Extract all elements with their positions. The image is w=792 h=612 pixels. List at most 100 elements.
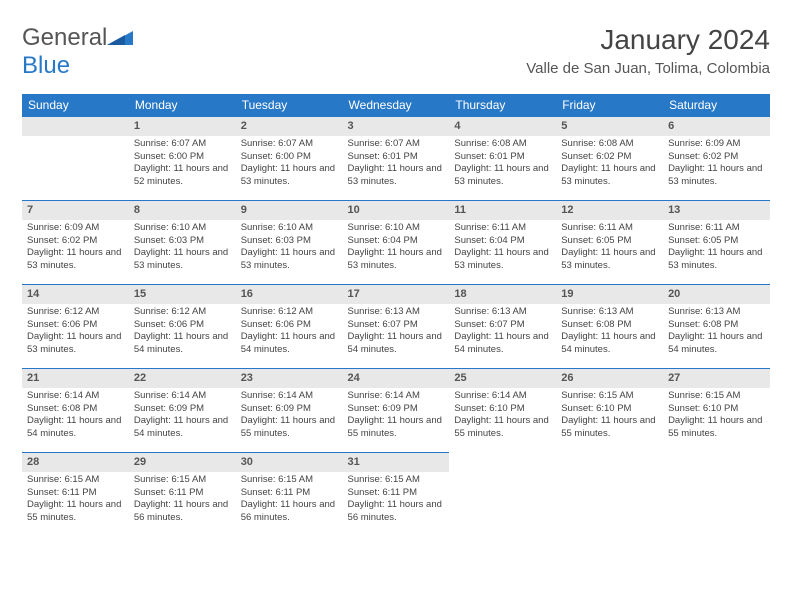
day-details: Sunrise: 6:10 AMSunset: 6:04 PMDaylight:…	[343, 220, 450, 277]
daylight-line: Daylight: 11 hours and 53 minutes.	[241, 163, 338, 189]
day-details: Sunrise: 6:14 AMSunset: 6:08 PMDaylight:…	[22, 388, 129, 445]
daylight-line: Daylight: 11 hours and 52 minutes.	[134, 163, 231, 189]
sunset-line: Sunset: 6:09 PM	[348, 403, 445, 416]
sunrise-line: Sunrise: 6:15 AM	[27, 474, 124, 487]
daylight-line: Daylight: 11 hours and 54 minutes.	[27, 415, 124, 441]
daylight-line: Daylight: 11 hours and 53 minutes.	[668, 247, 765, 273]
calendar-cell: 2 Sunrise: 6:07 AMSunset: 6:00 PMDaylight…	[236, 116, 343, 200]
day-number: 26	[556, 368, 663, 388]
sunset-line: Sunset: 6:08 PM	[561, 319, 658, 332]
sunset-line: Sunset: 6:10 PM	[668, 403, 765, 416]
sunrise-line: Sunrise: 6:14 AM	[241, 390, 338, 403]
daylight-line: Daylight: 11 hours and 53 minutes.	[454, 163, 551, 189]
weekday-header: Saturday	[663, 94, 770, 116]
sunset-line: Sunset: 6:03 PM	[134, 235, 231, 248]
month-title: January 2024	[526, 24, 770, 56]
weekday-row: SundayMondayTuesdayWednesdayThursdayFrid…	[22, 94, 770, 116]
daylight-line: Daylight: 11 hours and 53 minutes.	[561, 163, 658, 189]
weekday-header: Tuesday	[236, 94, 343, 116]
sunrise-line: Sunrise: 6:11 AM	[561, 222, 658, 235]
day-number: 4	[449, 116, 556, 136]
calendar-head: SundayMondayTuesdayWednesdayThursdayFrid…	[22, 94, 770, 116]
day-number: 1	[129, 116, 236, 136]
daylight-line: Daylight: 11 hours and 54 minutes.	[454, 331, 551, 357]
daylight-line: Daylight: 11 hours and 53 minutes.	[454, 247, 551, 273]
sunrise-line: Sunrise: 6:14 AM	[454, 390, 551, 403]
day-number: 15	[129, 284, 236, 304]
sunrise-line: Sunrise: 6:08 AM	[561, 138, 658, 151]
calendar-cell: 19Sunrise: 6:13 AMSunset: 6:08 PMDayligh…	[556, 284, 663, 368]
day-details: Sunrise: 6:15 AMSunset: 6:10 PMDaylight:…	[556, 388, 663, 445]
day-details: Sunrise: 6:09 AMSunset: 6:02 PMDaylight:…	[22, 220, 129, 277]
sunset-line: Sunset: 6:10 PM	[561, 403, 658, 416]
day-details: Sunrise: 6:15 AMSunset: 6:11 PMDaylight:…	[129, 472, 236, 529]
calendar-cell: 5Sunrise: 6:08 AMSunset: 6:02 PMDaylight…	[556, 116, 663, 200]
calendar-cell	[663, 452, 770, 536]
sunset-line: Sunset: 6:02 PM	[27, 235, 124, 248]
brand-part1: General	[22, 24, 107, 51]
calendar-cell: 12Sunrise: 6:11 AMSunset: 6:05 PMDayligh…	[556, 200, 663, 284]
daylight-line: Daylight: 11 hours and 55 minutes.	[561, 415, 658, 441]
sunset-line: Sunset: 6:08 PM	[27, 403, 124, 416]
sunrise-line: Sunrise: 6:13 AM	[561, 306, 658, 319]
daylight-line: Daylight: 11 hours and 53 minutes.	[27, 247, 124, 273]
calendar-cell: 1Sunrise: 6:07 AMSunset: 6:00 PMDaylight…	[129, 116, 236, 200]
daylight-line: Daylight: 11 hours and 55 minutes.	[668, 415, 765, 441]
day-number: 25	[449, 368, 556, 388]
day-details: Sunrise: 6:15 AMSunset: 6:10 PMDaylight:…	[663, 388, 770, 445]
day-details: Sunrise: 6:15 AMSunset: 6:11 PMDaylight:…	[343, 472, 450, 529]
weekday-header: Sunday	[22, 94, 129, 116]
calendar-cell: 24Sunrise: 6:14 AMSunset: 6:09 PMDayligh…	[343, 368, 450, 452]
sunset-line: Sunset: 6:11 PM	[27, 487, 124, 500]
sunrise-line: Sunrise: 6:12 AM	[27, 306, 124, 319]
sunrise-line: Sunrise: 6:10 AM	[134, 222, 231, 235]
day-number: 13	[663, 200, 770, 220]
day-details: Sunrise: 6:11 AMSunset: 6:05 PMDaylight:…	[663, 220, 770, 277]
calendar-cell: 29Sunrise: 6:15 AMSunset: 6:11 PMDayligh…	[129, 452, 236, 536]
sunset-line: Sunset: 6:03 PM	[241, 235, 338, 248]
day-details: Sunrise: 6:08 AMSunset: 6:01 PMDaylight:…	[449, 136, 556, 193]
day-number: 21	[22, 368, 129, 388]
calendar-body: 1Sunrise: 6:07 AMSunset: 6:00 PMDaylight…	[22, 116, 770, 536]
header: General Blue January 2024 Valle de San J…	[22, 24, 770, 80]
sunset-line: Sunset: 6:11 PM	[241, 487, 338, 500]
day-number: 16	[236, 284, 343, 304]
day-number: 18	[449, 284, 556, 304]
day-details: Sunrise: 6:15 AMSunset: 6:11 PMDaylight:…	[22, 472, 129, 529]
day-details: Sunrise: 6:07 AMSunset: 6:01 PMDaylight:…	[343, 136, 450, 193]
day-number: 11	[449, 200, 556, 220]
weekday-header: Monday	[129, 94, 236, 116]
sunset-line: Sunset: 6:06 PM	[134, 319, 231, 332]
sunset-line: Sunset: 6:05 PM	[561, 235, 658, 248]
sunset-line: Sunset: 6:10 PM	[454, 403, 551, 416]
calendar-row: 1Sunrise: 6:07 AMSunset: 6:00 PMDaylight…	[22, 116, 770, 200]
day-number: 30	[236, 452, 343, 472]
sunrise-line: Sunrise: 6:10 AM	[241, 222, 338, 235]
calendar-cell: 20Sunrise: 6:13 AMSunset: 6:08 PMDayligh…	[663, 284, 770, 368]
day-details: Sunrise: 6:14 AMSunset: 6:09 PMDaylight:…	[129, 388, 236, 445]
day-details: Sunrise: 6:11 AMSunset: 6:04 PMDaylight:…	[449, 220, 556, 277]
calendar-cell: 15Sunrise: 6:12 AMSunset: 6:06 PMDayligh…	[129, 284, 236, 368]
sunrise-line: Sunrise: 6:14 AM	[134, 390, 231, 403]
day-details: Sunrise: 6:10 AMSunset: 6:03 PMDaylight:…	[129, 220, 236, 277]
sunset-line: Sunset: 6:02 PM	[668, 151, 765, 164]
day-details: Sunrise: 6:13 AMSunset: 6:07 PMDaylight:…	[343, 304, 450, 361]
sunrise-line: Sunrise: 6:07 AM	[241, 138, 338, 151]
daylight-line: Daylight: 11 hours and 53 minutes.	[348, 163, 445, 189]
sunset-line: Sunset: 6:08 PM	[668, 319, 765, 332]
sunset-line: Sunset: 6:01 PM	[454, 151, 551, 164]
calendar-cell: 23Sunrise: 6:14 AMSunset: 6:09 PMDayligh…	[236, 368, 343, 452]
sunrise-line: Sunrise: 6:11 AM	[668, 222, 765, 235]
sunset-line: Sunset: 6:00 PM	[241, 151, 338, 164]
daylight-line: Daylight: 11 hours and 56 minutes.	[241, 499, 338, 525]
day-number: 20	[663, 284, 770, 304]
calendar-cell	[556, 452, 663, 536]
daylight-line: Daylight: 11 hours and 53 minutes.	[348, 247, 445, 273]
day-number: 10	[343, 200, 450, 220]
day-details: Sunrise: 6:14 AMSunset: 6:09 PMDaylight:…	[236, 388, 343, 445]
day-number: 27	[663, 368, 770, 388]
sunrise-line: Sunrise: 6:15 AM	[134, 474, 231, 487]
day-number: 14	[22, 284, 129, 304]
day-number: 2	[236, 116, 343, 136]
day-details: Sunrise: 6:12 AMSunset: 6:06 PMDaylight:…	[129, 304, 236, 361]
